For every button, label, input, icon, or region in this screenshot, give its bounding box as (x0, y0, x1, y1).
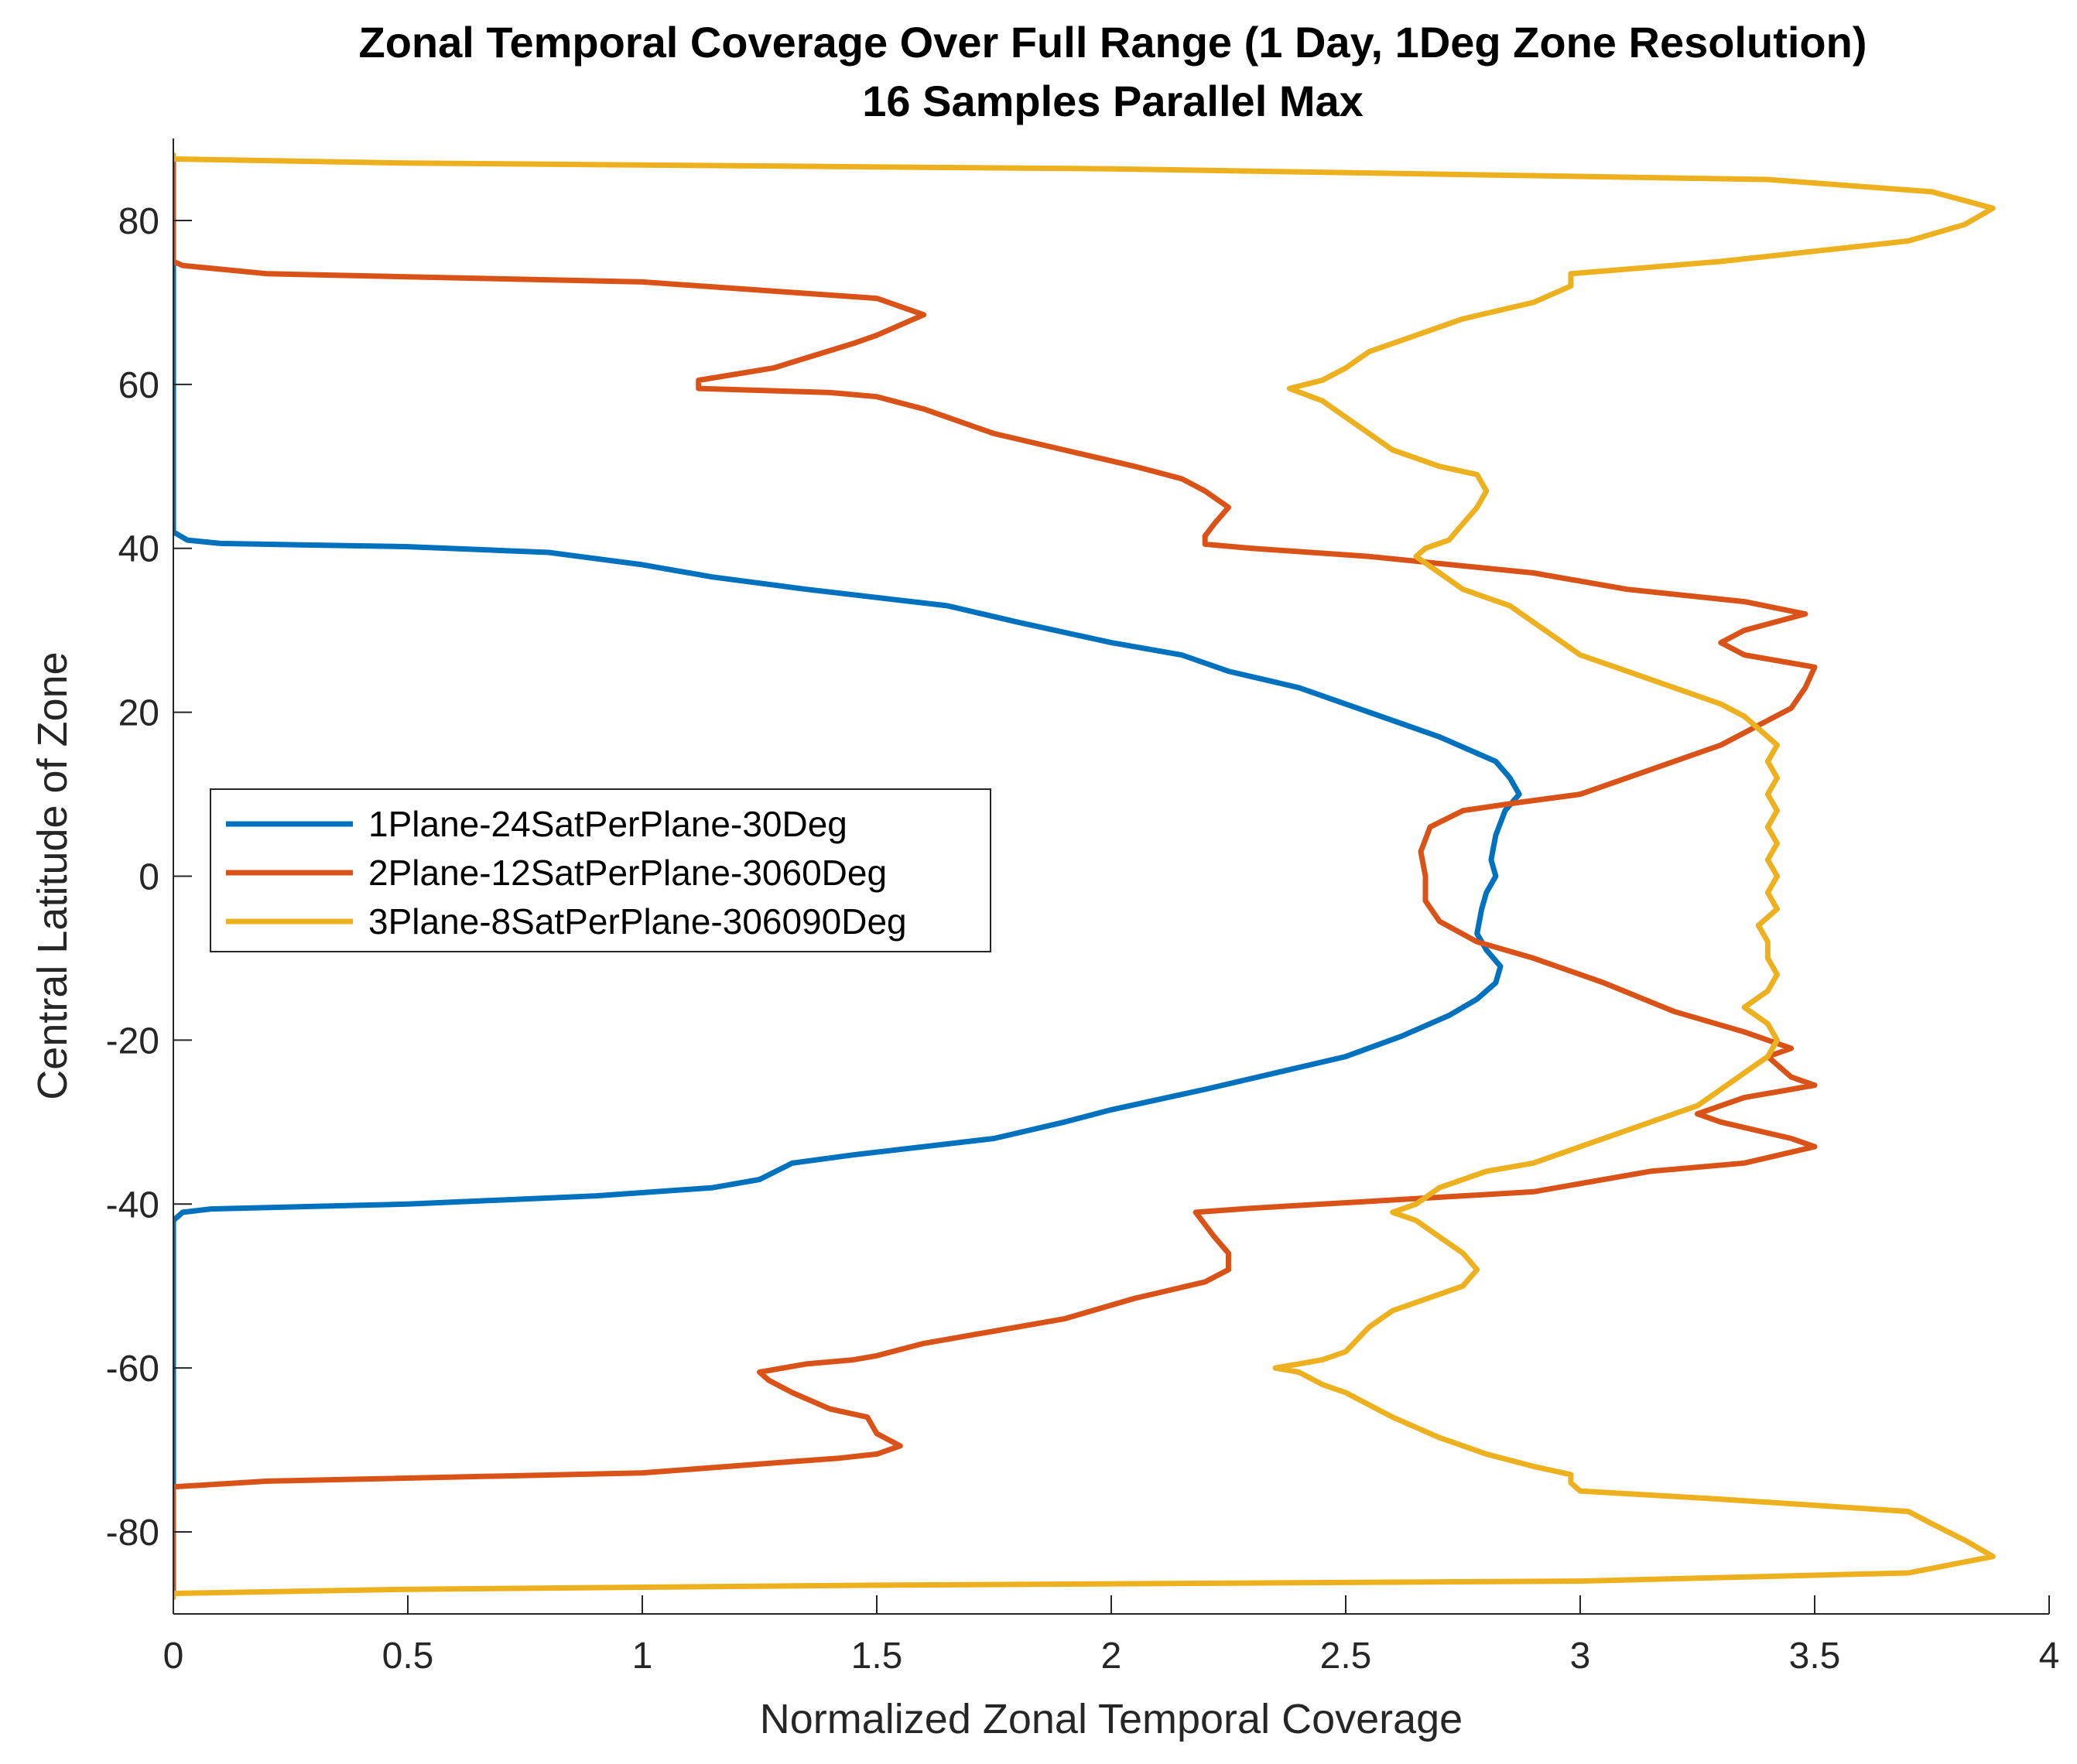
y-tick-label: -80 (106, 1513, 159, 1554)
legend-label-3: 3Plane-8SatPerPlane-306090Deg (368, 901, 907, 942)
y-tick-label: -40 (106, 1185, 159, 1226)
x-tick-label: 3.5 (1789, 1636, 1841, 1677)
series-line-1 (173, 152, 1522, 1601)
x-tick-label: 2.5 (1320, 1636, 1372, 1677)
y-tick-label: 60 (118, 365, 159, 406)
series-line-2 (173, 152, 1818, 1601)
series-layer (173, 152, 1996, 1601)
x-tick-label: 1 (632, 1636, 653, 1677)
y-tick-label: 0 (139, 857, 159, 898)
x-tick-label: 2 (1101, 1636, 1122, 1677)
chart-subtitle: 16 Samples Parallel Max (862, 77, 1364, 125)
x-tick-label: 3 (1570, 1636, 1591, 1677)
y-tick-label: 20 (118, 693, 159, 734)
legend-label-2: 2Plane-12SatPerPlane-3060Deg (368, 853, 887, 893)
tick-labels: 0 0.5 1 1.5 2 2.5 3 3.5 4 -80 -60 -40 -20 0 20 40 60 80 (106, 201, 2060, 1677)
x-axis-label: Normalized Zonal Temporal Coverage (760, 1696, 1463, 1742)
chart-title: Zonal Temporal Coverage Over Full Range … (359, 18, 1867, 67)
series-line-3 (173, 152, 1996, 1601)
axes (173, 138, 2050, 1615)
x-tick-label: 4 (2039, 1636, 2060, 1677)
y-tick-label: -20 (106, 1020, 159, 1061)
y-tick-label: 40 (118, 529, 159, 570)
x-tick-label: 0 (163, 1636, 184, 1677)
y-tick-label: -60 (106, 1349, 159, 1390)
y-axis-label: Central Latitude of Zone (29, 651, 76, 1099)
legend-label-1: 1Plane-24SatPerPlane-30Deg (368, 804, 847, 844)
x-tick-label: 1.5 (851, 1636, 903, 1677)
y-tick-label: 80 (118, 201, 159, 242)
x-tick-label: 0.5 (382, 1636, 434, 1677)
legend: 1Plane-24SatPerPlane-30Deg 2Plane-12SatP… (210, 788, 991, 952)
